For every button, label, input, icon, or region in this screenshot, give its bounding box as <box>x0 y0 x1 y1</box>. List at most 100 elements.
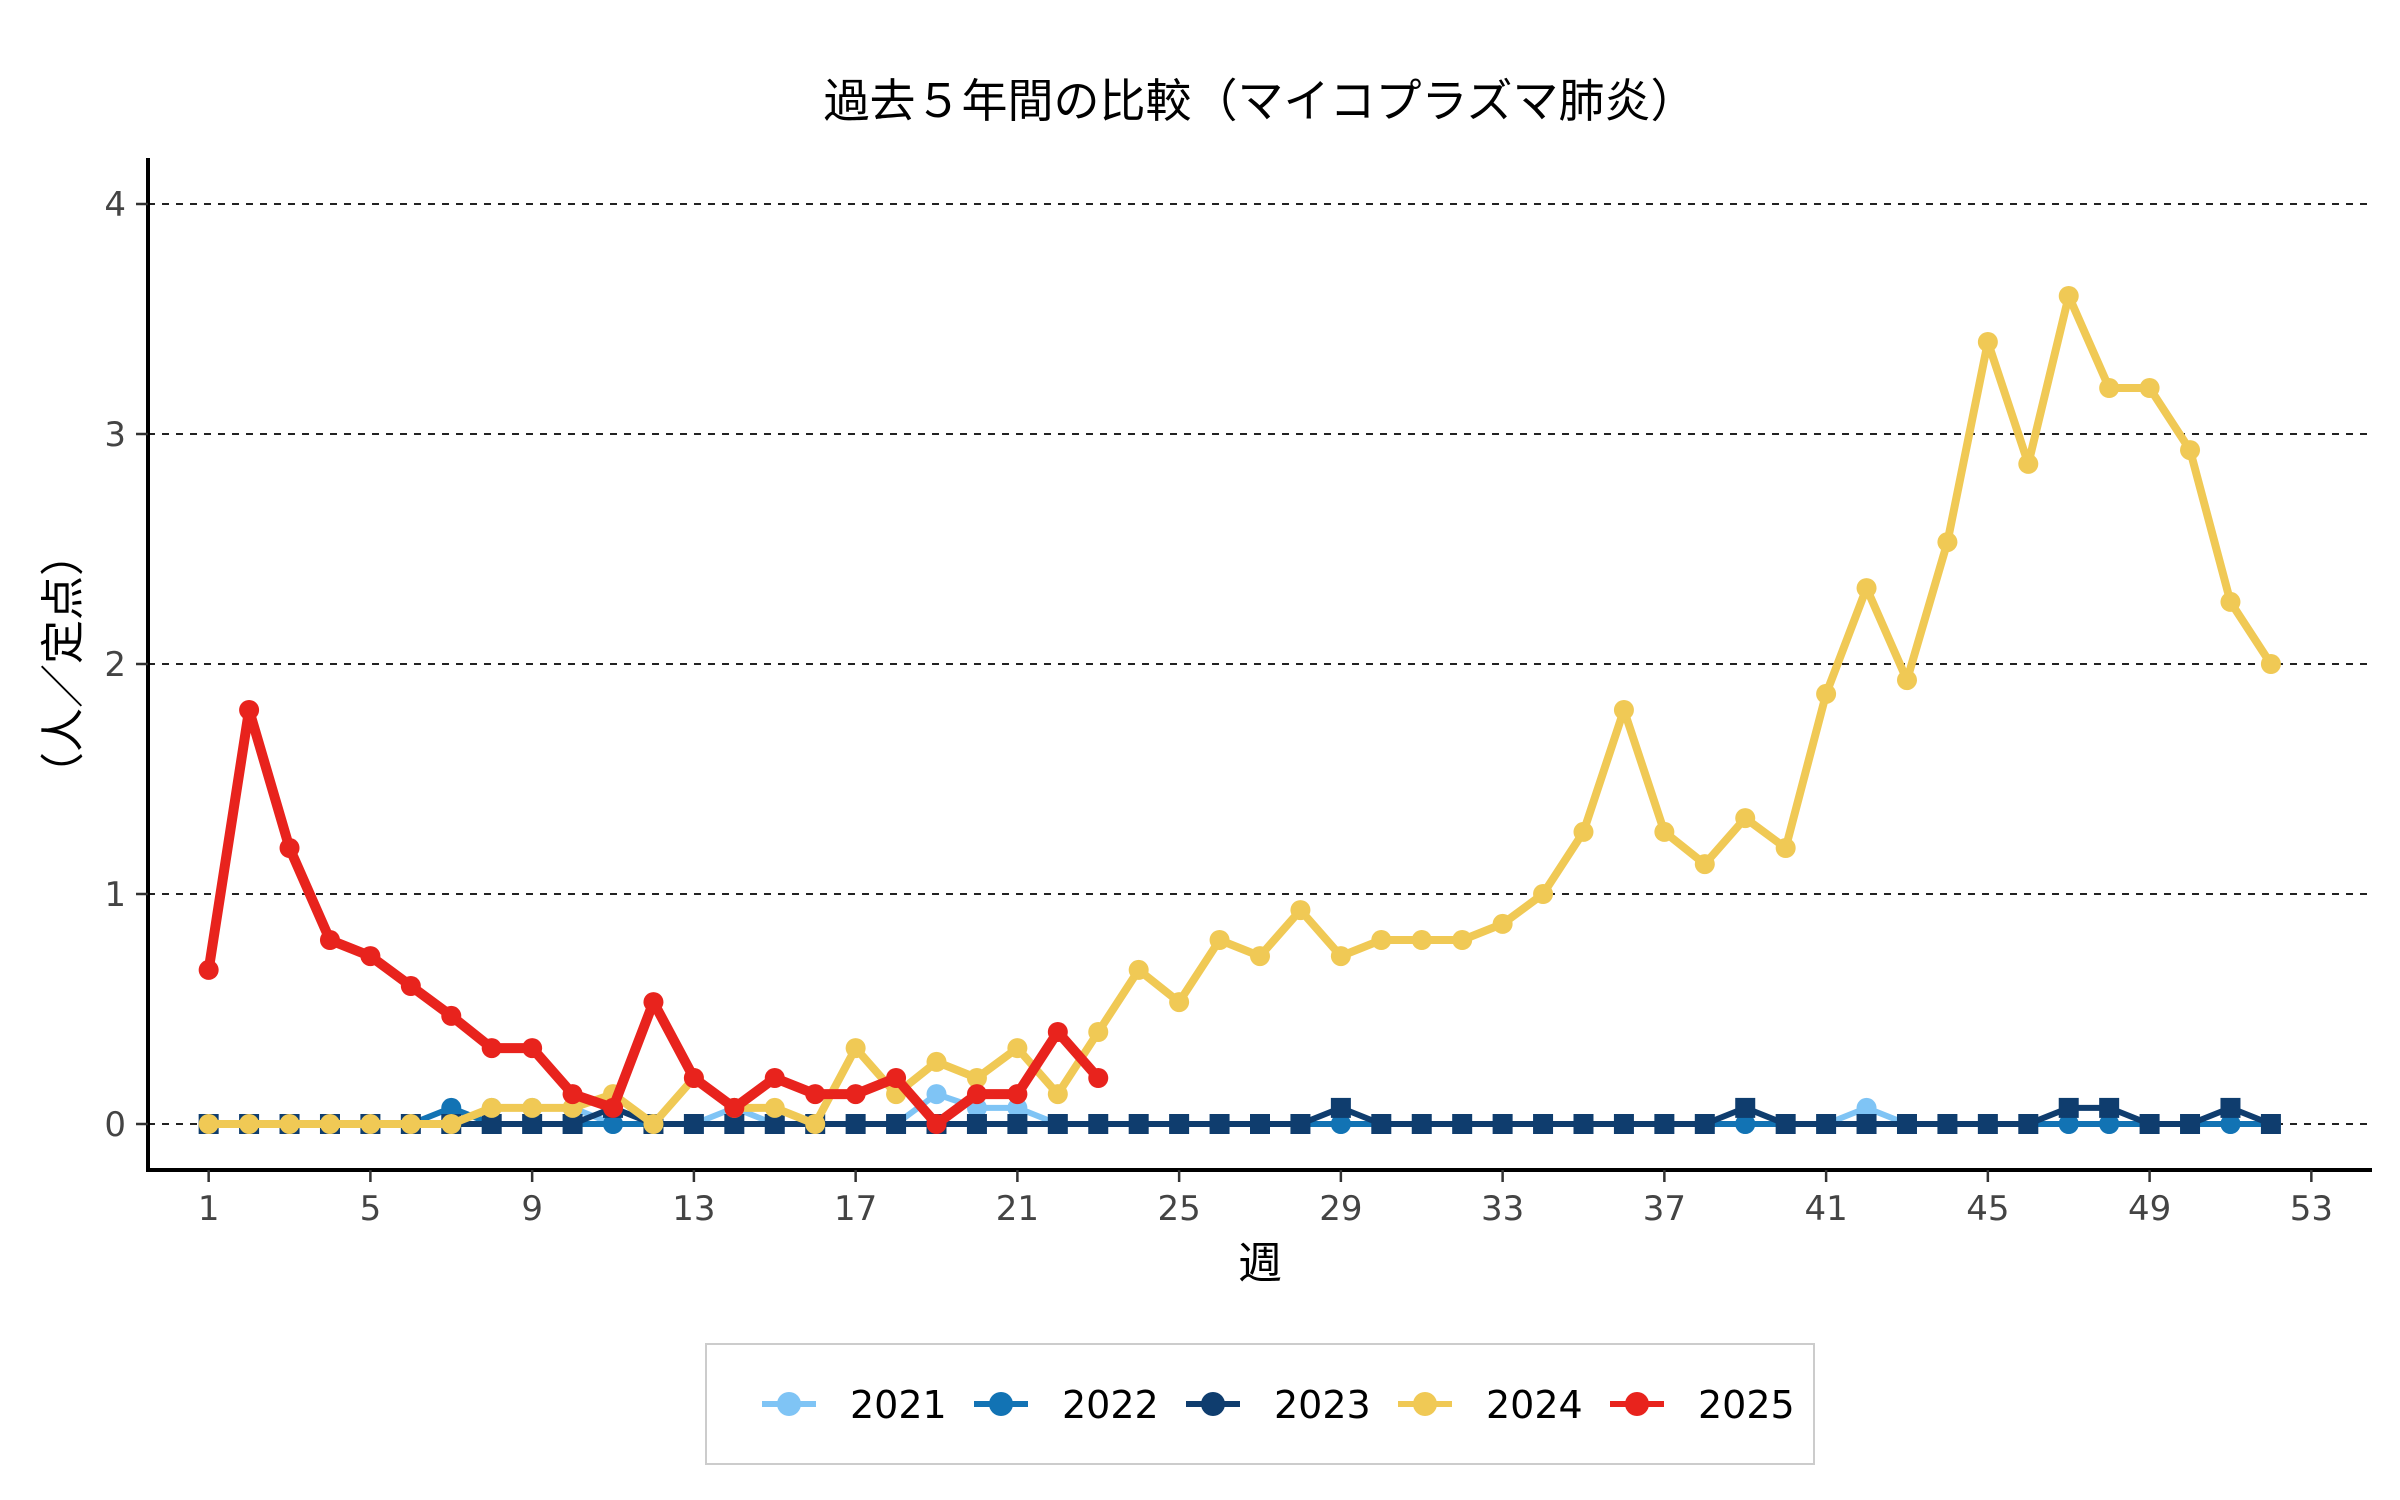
data-point <box>562 1084 583 1105</box>
data-point <box>1411 930 1432 950</box>
series-line-2024 <box>204 292 2275 1128</box>
data-point <box>845 1114 866 1134</box>
data-point <box>1573 821 1594 842</box>
data-point <box>1250 1114 1270 1134</box>
data-point <box>522 1097 543 1118</box>
legend-marker <box>1413 1392 1437 1416</box>
legend-label: 2022 <box>1062 1383 1159 1427</box>
data-point <box>1330 946 1351 967</box>
data-point <box>2018 453 2039 474</box>
series-layer <box>198 286 2281 1134</box>
x-tick-label: 45 <box>1966 1189 2009 1229</box>
data-point <box>1654 1114 1675 1134</box>
data-point <box>886 1068 907 1088</box>
data-point <box>1088 1114 1109 1134</box>
data-point <box>2220 591 2241 612</box>
data-point <box>2099 1097 2120 1118</box>
data-point <box>1209 930 1230 950</box>
data-point <box>1088 1022 1109 1042</box>
data-point <box>966 1084 987 1105</box>
data-point <box>360 946 381 967</box>
data-point <box>603 1097 624 1118</box>
data-point <box>2260 1114 2281 1134</box>
data-point <box>1533 884 1554 904</box>
x-tick-label: 21 <box>996 1189 1039 1229</box>
data-point <box>441 1005 462 1026</box>
data-point <box>1775 838 1796 858</box>
data-point <box>1937 532 1958 553</box>
x-tick-label: 33 <box>1481 1189 1524 1229</box>
data-point <box>1330 1114 1351 1134</box>
data-point <box>1007 1097 1028 1118</box>
data-point <box>2220 1114 2241 1134</box>
data-point <box>279 838 300 858</box>
y-tick-label: 0 <box>104 1105 126 1145</box>
series-2023 <box>198 1097 2281 1134</box>
x-tick-label: 17 <box>834 1189 877 1229</box>
data-point <box>279 1114 300 1134</box>
data-point <box>2180 440 2201 461</box>
data-point <box>1694 854 1715 875</box>
series-2024 <box>198 286 2281 1134</box>
data-point <box>1250 946 1270 967</box>
legend-marker <box>1201 1392 1225 1416</box>
data-point <box>1613 700 1634 720</box>
data-point <box>1735 808 1756 829</box>
x-tick-label: 25 <box>1157 1189 1200 1229</box>
data-point <box>1937 1114 1958 1134</box>
y-tick-label: 3 <box>104 415 126 455</box>
data-point <box>400 1114 421 1134</box>
data-point <box>239 1114 260 1134</box>
data-point <box>1613 1114 1634 1134</box>
data-point <box>1047 1022 1068 1042</box>
legend-item-2024: 2024 <box>1398 1383 1583 1427</box>
y-tick-label: 2 <box>104 645 126 685</box>
data-point <box>441 1097 462 1118</box>
data-point <box>1775 1114 1796 1134</box>
data-point <box>2139 1114 2160 1134</box>
data-point <box>400 976 421 996</box>
data-point <box>319 930 340 950</box>
legend-item-2022: 2022 <box>974 1383 1159 1427</box>
data-point <box>2018 1114 2039 1134</box>
data-point <box>1856 1097 1877 1118</box>
x-tick-label: 1 <box>198 1189 220 1229</box>
x-tick-label: 5 <box>360 1189 382 1229</box>
data-point <box>764 1097 785 1118</box>
data-point <box>683 1114 704 1134</box>
data-point <box>1169 1114 1190 1134</box>
data-point <box>481 1038 502 1059</box>
data-point <box>724 1114 745 1134</box>
y-tick-label: 1 <box>104 875 126 915</box>
data-point <box>198 1114 219 1134</box>
data-point <box>2058 286 2079 306</box>
data-point <box>1492 1114 1513 1134</box>
x-tick-label: 49 <box>2128 1189 2171 1229</box>
data-point <box>1654 821 1675 842</box>
legend-marker <box>1625 1392 1649 1416</box>
series-line-2025 <box>203 705 1104 1129</box>
data-point <box>2099 378 2120 398</box>
x-axis-title: 週 <box>1238 1238 1282 1289</box>
legend-label: 2025 <box>1698 1383 1795 1427</box>
data-point <box>1047 1114 1068 1134</box>
data-point <box>1330 1097 1351 1118</box>
data-point <box>1977 1114 1998 1134</box>
x-ticks: 1 5 9 13 17 21 25 29 33 37 41 45 49 53 <box>198 1170 2333 1229</box>
data-point <box>441 1114 462 1134</box>
data-point <box>643 1114 664 1134</box>
data-point <box>1694 1114 1715 1134</box>
data-point <box>724 1097 745 1118</box>
data-point <box>764 1114 785 1134</box>
data-point <box>1533 1114 1554 1134</box>
data-point <box>1007 1114 1028 1134</box>
data-point <box>481 1114 502 1134</box>
data-point <box>764 1068 785 1088</box>
data-point <box>1371 930 1392 950</box>
data-point <box>239 700 260 720</box>
legend-item-2023: 2023 <box>1186 1383 1371 1427</box>
data-point <box>1088 1068 1109 1088</box>
data-point <box>562 1114 583 1134</box>
data-point <box>522 1038 543 1059</box>
data-point <box>1452 1114 1473 1134</box>
